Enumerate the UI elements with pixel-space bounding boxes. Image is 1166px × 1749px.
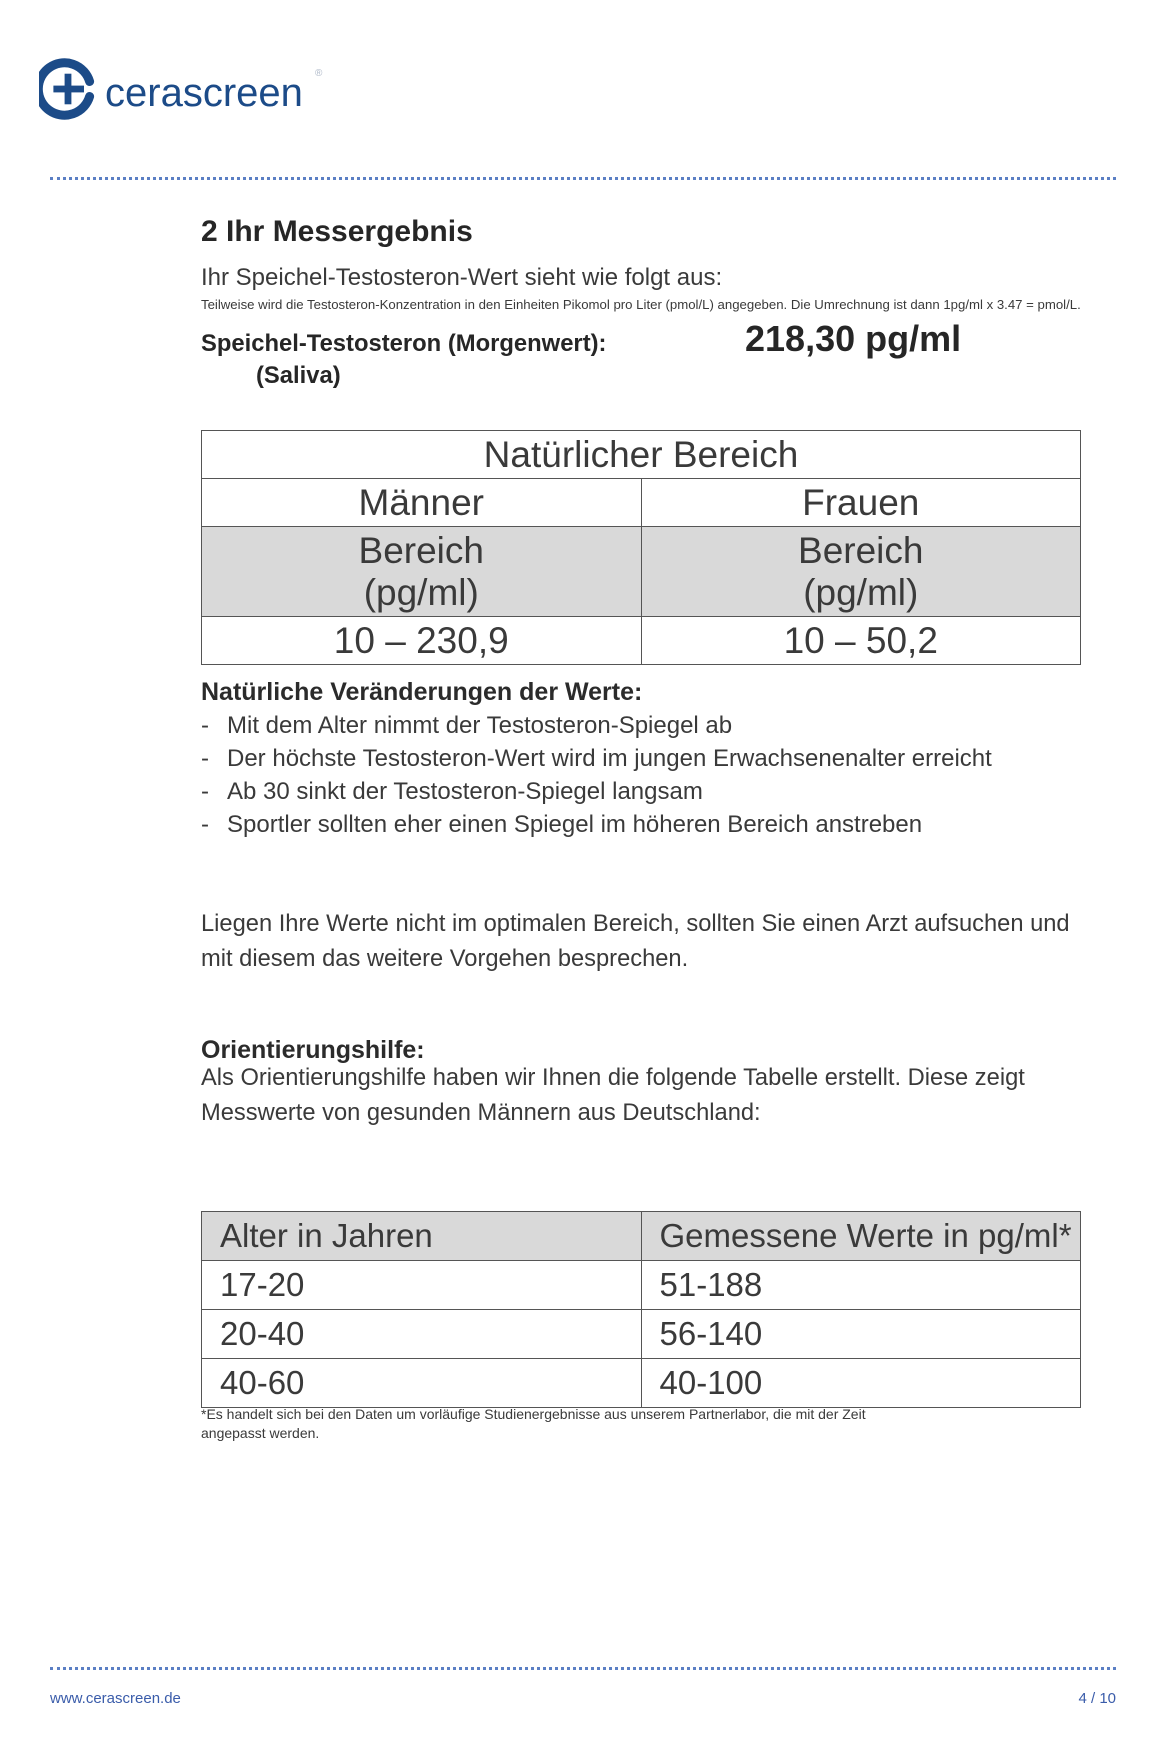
svg-text:®: ® xyxy=(315,68,323,79)
svg-text:cerascreen: cerascreen xyxy=(105,71,303,115)
